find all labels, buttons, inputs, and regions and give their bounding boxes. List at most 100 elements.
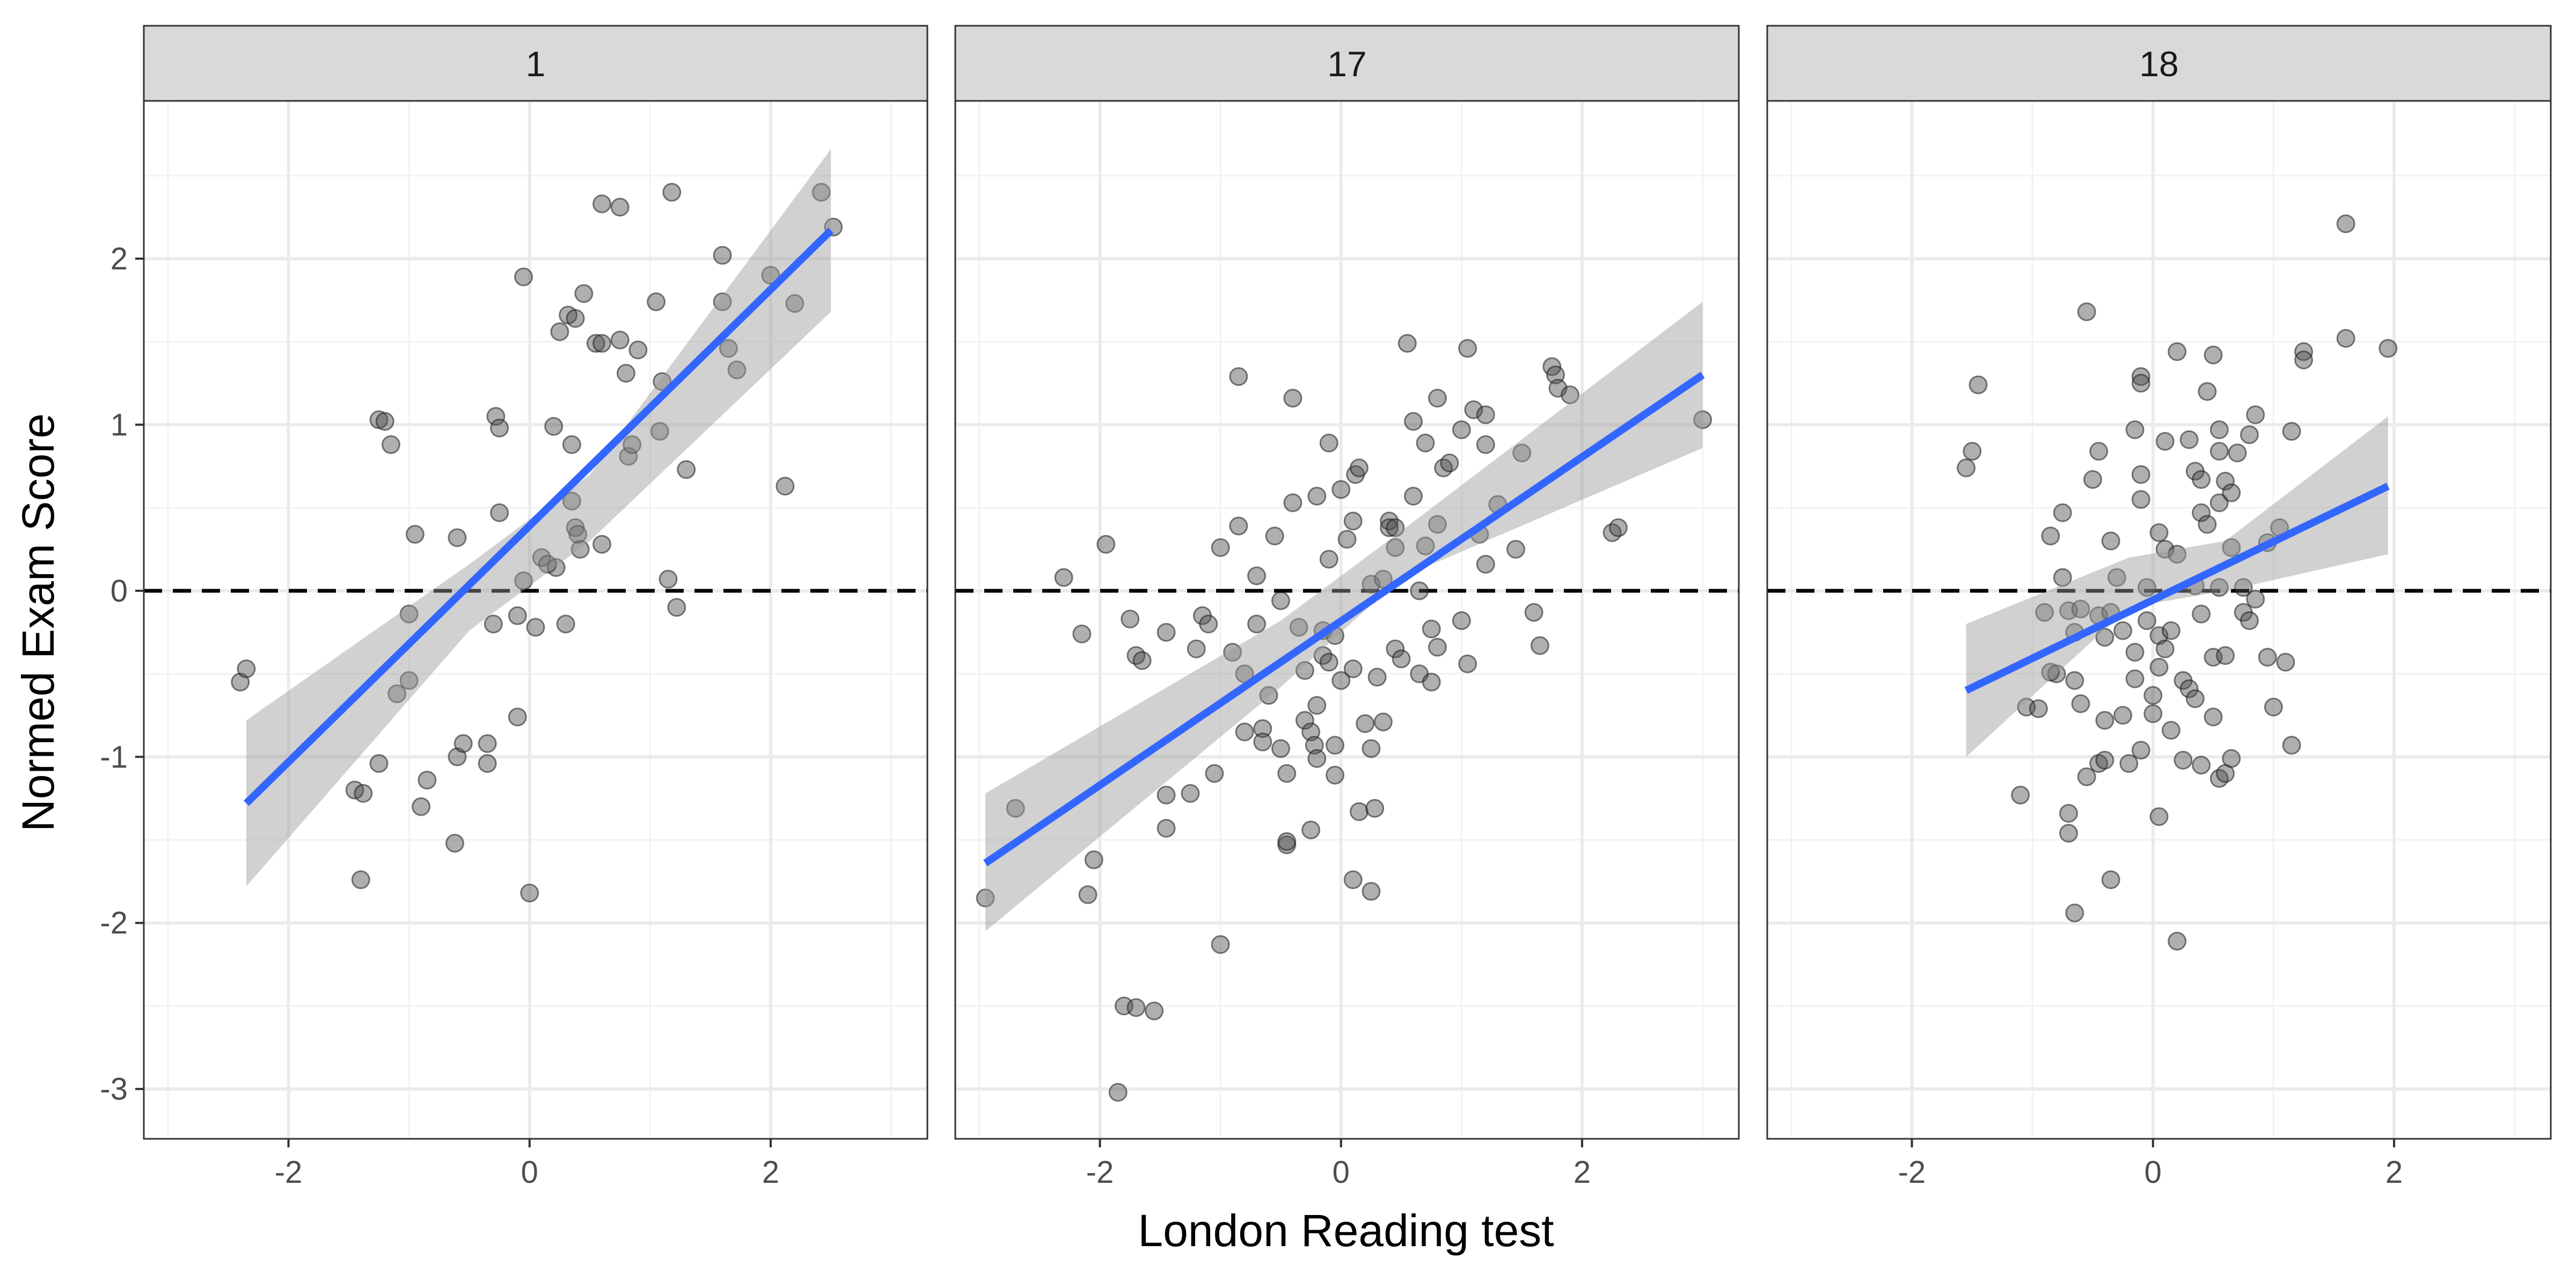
data-point (566, 309, 585, 328)
data-point (586, 334, 605, 353)
data-point (418, 771, 437, 790)
data-point (727, 360, 747, 379)
data-point (2131, 374, 2150, 393)
data-point (2053, 503, 2072, 522)
data-point (375, 412, 394, 431)
facet-strip (954, 25, 1740, 102)
data-point (1121, 609, 1140, 628)
x-tick-label: 0 (1333, 1155, 1350, 1190)
data-point (2101, 870, 2120, 889)
data-point (1078, 885, 1097, 904)
facet-panel-17: 17 -2 0 2 (954, 25, 1740, 1190)
data-point (1331, 671, 1351, 690)
data-point (1132, 651, 1152, 670)
data-point (1512, 443, 1532, 463)
data-point (1404, 486, 1423, 506)
data-point (1211, 538, 1230, 557)
data-point (2047, 664, 2066, 684)
data-point (2222, 749, 2241, 768)
data-point (1362, 739, 1381, 758)
data-point (508, 707, 527, 727)
data-point (2209, 578, 2229, 597)
y-tick-label: -3 (100, 1072, 128, 1107)
panel-background (1767, 101, 2551, 1139)
data-point (2198, 382, 2217, 401)
data-point (1326, 736, 1345, 755)
data-point (478, 754, 497, 773)
data-point (1476, 435, 1495, 455)
data-point (2101, 531, 2120, 551)
data-point (399, 604, 419, 624)
data-point (1349, 458, 1368, 478)
data-point (761, 266, 780, 285)
data-point (1157, 785, 1176, 804)
data-point (508, 606, 527, 625)
data-point (1307, 696, 1327, 715)
data-point (713, 246, 732, 265)
data-point (2276, 653, 2295, 672)
data-point (1356, 714, 1375, 733)
data-point (562, 492, 581, 511)
data-point (592, 194, 612, 214)
data-point (2222, 483, 2241, 502)
data-point (2155, 639, 2175, 658)
data-point (2161, 721, 2180, 740)
data-point (381, 435, 400, 455)
data-point (2209, 493, 2229, 513)
data-point (556, 614, 575, 634)
data-point (1319, 433, 1338, 452)
data-point (713, 292, 732, 311)
data-point (568, 525, 588, 544)
facet-strip-label: 1 (526, 44, 546, 84)
y-tick-label: -1 (100, 740, 128, 774)
data-point (1181, 784, 1200, 803)
y-tick-label: 2 (111, 241, 128, 276)
x-tick-label: 2 (1574, 1155, 1591, 1190)
data-point (2185, 689, 2205, 708)
y-tick-label: 1 (111, 407, 128, 442)
panel-border (1766, 100, 2552, 1140)
data-point (2113, 706, 2133, 725)
data-point (546, 558, 566, 577)
data-point (2131, 490, 2150, 509)
data-point (1365, 799, 1385, 818)
data-point (1404, 412, 1423, 431)
data-point (445, 833, 465, 853)
data-point (1072, 624, 1092, 643)
data-point (811, 182, 831, 202)
data-point (1524, 603, 1543, 622)
data-point (1126, 998, 1146, 1018)
data-point (2119, 754, 2139, 773)
panel-background (144, 101, 927, 1139)
data-point (544, 417, 564, 436)
y-tick-label: -2 (100, 906, 128, 941)
data-point (2059, 803, 2079, 823)
data-point (1343, 870, 1363, 889)
data-point (2379, 339, 2398, 358)
data-point (2240, 425, 2259, 444)
data-point (1157, 818, 1176, 838)
data-point (1380, 518, 1399, 537)
data-point (2138, 611, 2157, 631)
facet-strip (143, 25, 928, 102)
data-point (2071, 599, 2090, 619)
data-point (2155, 431, 2175, 451)
x-tick-label: 0 (2145, 1155, 2162, 1190)
data-point (1968, 375, 1988, 394)
data-point (2065, 903, 2084, 923)
data-point (1428, 389, 1447, 408)
panel-border (143, 100, 928, 1140)
data-point (2041, 526, 2060, 546)
data-point (354, 784, 373, 803)
data-point (2222, 538, 2241, 557)
x-tick-label: 0 (521, 1155, 538, 1190)
data-point (1259, 686, 1278, 705)
y-tick-label: 0 (111, 574, 128, 609)
data-point (2246, 405, 2265, 425)
data-point (2168, 932, 2187, 951)
data-point (2192, 756, 2211, 775)
data-point (1289, 618, 1308, 637)
data-point (667, 598, 686, 617)
data-point (2216, 472, 2235, 491)
